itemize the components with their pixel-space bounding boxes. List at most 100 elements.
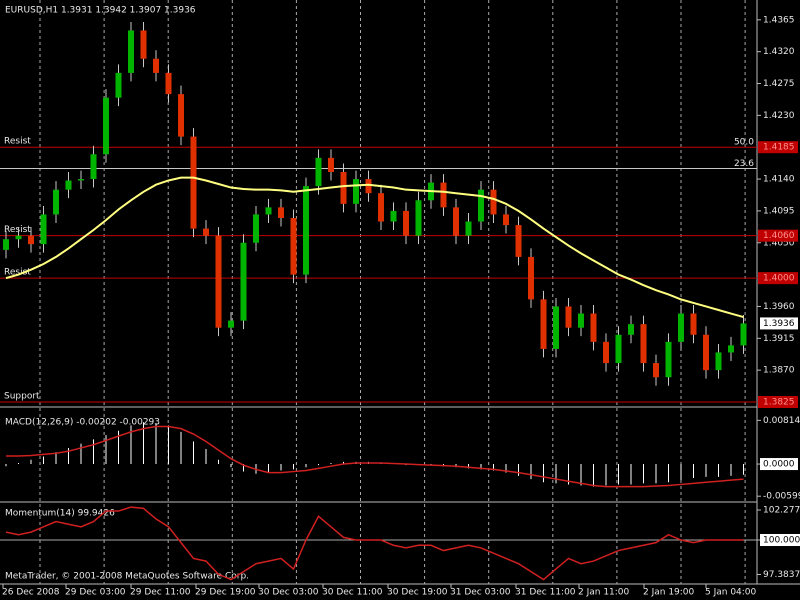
y-tick-label: 1.3960 [763, 302, 795, 312]
copyright: MetaTrader, © 2001-2008 MetaQuotes Softw… [5, 572, 249, 582]
x-tick-label: 31 Dec 03:00 [450, 588, 511, 598]
candle-body [678, 313, 684, 342]
value-box [760, 534, 800, 547]
x-tick-label: 29 Dec 19:00 [195, 588, 256, 598]
candle-body [140, 30, 147, 59]
candle-body [190, 136, 197, 229]
candle-body [740, 323, 747, 346]
x-tick-label: 2 Jan 19:00 [643, 588, 695, 598]
candle-body [303, 186, 309, 275]
candle-body [690, 313, 697, 335]
candle-body [365, 179, 372, 194]
price-box-label: 1.4060 [763, 231, 795, 241]
y-tick-label: 1.4140 [763, 175, 795, 185]
candle-body [528, 256, 534, 300]
candle-body [628, 324, 634, 335]
x-tick-label: 26 Dec 2008 [2, 588, 60, 598]
candle-body [603, 341, 609, 364]
current-price-box [760, 317, 798, 330]
y-tick-label: 1.4050 [763, 238, 795, 248]
x-tick-label: 5 Jan 04:00 [705, 588, 757, 598]
fib-label: 50.0 [734, 138, 754, 148]
candle-body [353, 179, 359, 204]
candle-body [590, 313, 597, 342]
candle-body [703, 334, 709, 371]
candle-body [328, 157, 334, 172]
price-box [758, 141, 798, 154]
candle-body [315, 157, 322, 187]
candle-body [53, 189, 59, 215]
candle-body [78, 179, 84, 181]
price-box-label: 1.3825 [763, 398, 795, 408]
fib-label: 23.6 [734, 159, 754, 169]
candle-body [415, 200, 422, 236]
candle-body [15, 235, 22, 240]
candle-body [640, 324, 647, 364]
candle-body [565, 306, 572, 328]
candle-body [265, 207, 272, 215]
x-tick-label: 29 Dec 03:00 [65, 588, 126, 598]
candle-body [178, 94, 184, 137]
candle-body [465, 221, 472, 236]
candle-body [515, 225, 522, 257]
current-price-label: 1.3936 [763, 319, 795, 329]
x-tick-label: 2 Jan 11:00 [578, 588, 630, 598]
candle-body [715, 352, 722, 371]
candle-body [165, 72, 172, 95]
y-tick-label: 1.3915 [763, 334, 795, 344]
level-label: Resist [4, 137, 31, 147]
candle-body [453, 207, 459, 236]
x-tick-label: 29 Dec 11:00 [130, 588, 191, 598]
value-box [760, 458, 798, 471]
candle-body [65, 180, 72, 190]
macd-signal [6, 425, 744, 488]
candle-body [115, 72, 122, 98]
candle-body [240, 242, 247, 321]
candle-body [153, 58, 159, 73]
price-box [758, 272, 798, 285]
y-tick-label: 1.4365 [763, 15, 795, 25]
candle-body [665, 341, 672, 378]
candle-body [40, 214, 47, 245]
macd-label: MACD(12,26,9) -0.00202 -0.00293 [5, 418, 160, 428]
y-tick-label: -0.00599 [763, 492, 800, 502]
y-tick-label: 1.4320 [763, 47, 795, 57]
level-label: Resist [4, 225, 31, 235]
x-tick-label: 30 Dec 11:00 [322, 588, 383, 598]
price-box [758, 396, 798, 408]
candle-body [103, 97, 109, 155]
y-tick-label: 1.4095 [763, 206, 795, 216]
candle-body [128, 30, 134, 73]
moving-average [5, 176, 744, 319]
candle-body [653, 363, 659, 378]
y-tick-label: 0.0000 [763, 460, 795, 470]
y-tick-label: 97.3837 [763, 570, 800, 580]
candle-body [615, 334, 622, 364]
level-label: Support [4, 392, 40, 402]
y-tick-label: 1.3870 [763, 366, 795, 376]
candle-body [728, 345, 734, 353]
candle-body [578, 313, 584, 328]
level-label: Resist [4, 268, 31, 278]
candle-body [490, 189, 497, 215]
candle-body [215, 235, 222, 328]
momentum-line [5, 506, 744, 581]
y-tick-label: 102.2772 [763, 506, 800, 516]
candle-body [478, 189, 484, 222]
candle-body [28, 235, 34, 245]
x-tick-label: 31 Dec 11:00 [515, 588, 576, 598]
candle-body [440, 182, 447, 208]
candle-body [3, 239, 9, 250]
y-tick-label: 0.00814 [763, 416, 800, 426]
y-tick-label: 1.4230 [763, 111, 795, 121]
candle-body [503, 214, 509, 226]
candle-body [553, 306, 559, 349]
candle-body [203, 228, 209, 236]
x-tick-label: 30 Dec 03:00 [258, 588, 319, 598]
y-tick-label: 1.4275 [763, 79, 795, 89]
candle-body [290, 217, 297, 275]
candle-body [403, 210, 409, 236]
candle-body [278, 207, 284, 218]
candle-body [390, 210, 397, 222]
